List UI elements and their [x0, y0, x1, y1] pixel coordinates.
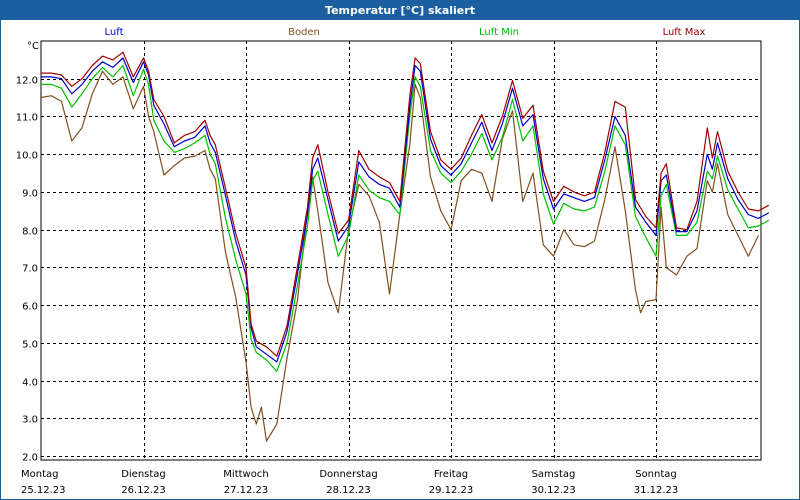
y-tick-label: 4.0	[22, 378, 38, 389]
series-line-luft-max	[41, 51, 770, 357]
series-line-boden	[40, 70, 760, 442]
y-tick-label: 7.0	[22, 264, 38, 275]
legend-item: Boden	[288, 27, 320, 38]
x-tick-date: 25.12.23	[21, 485, 66, 496]
y-tick-label: 2.0	[22, 453, 38, 464]
y-tick-label: 9.0	[22, 189, 38, 200]
x-tick-date: 28.12.23	[326, 485, 371, 496]
x-tick-date: 30.12.23	[531, 485, 576, 496]
legend-item: Luft	[105, 27, 124, 38]
series-line-luft	[41, 57, 770, 363]
x-tick-day: Mittwoch	[223, 469, 268, 480]
x-tick-date: 26.12.23	[121, 485, 166, 496]
series-line-luft-min	[41, 64, 770, 372]
y-tick-label: 11.0	[16, 113, 38, 124]
x-tick-day: Samstag	[532, 469, 576, 480]
y-tick-label: 10.0	[16, 151, 38, 162]
chart-title: Temperatur [°C] skaliert	[1, 1, 799, 20]
y-tick-label: 8.0	[22, 227, 38, 238]
x-tick-date: 29.12.23	[429, 485, 474, 496]
x-tick-day: Montag	[21, 469, 58, 480]
y-tick-label: 5.0	[22, 340, 38, 351]
y-tick-label: 6.0	[22, 302, 38, 313]
y-tick-label: 12.0	[16, 76, 38, 87]
x-tick-day: Dienstag	[121, 469, 166, 480]
x-tick-day: Donnerstag	[319, 469, 377, 480]
x-tick-date: 27.12.23	[224, 485, 269, 496]
x-tick-day: Freitag	[434, 469, 468, 480]
y-unit-label: °C	[27, 41, 39, 52]
x-tick-day: Sonntag	[635, 469, 677, 480]
x-tick-date: 31.12.23	[634, 485, 679, 496]
y-tick-label: 3.0	[22, 415, 38, 426]
legend-item: Luft Min	[479, 27, 519, 38]
legend-item: Luft Max	[663, 27, 706, 38]
